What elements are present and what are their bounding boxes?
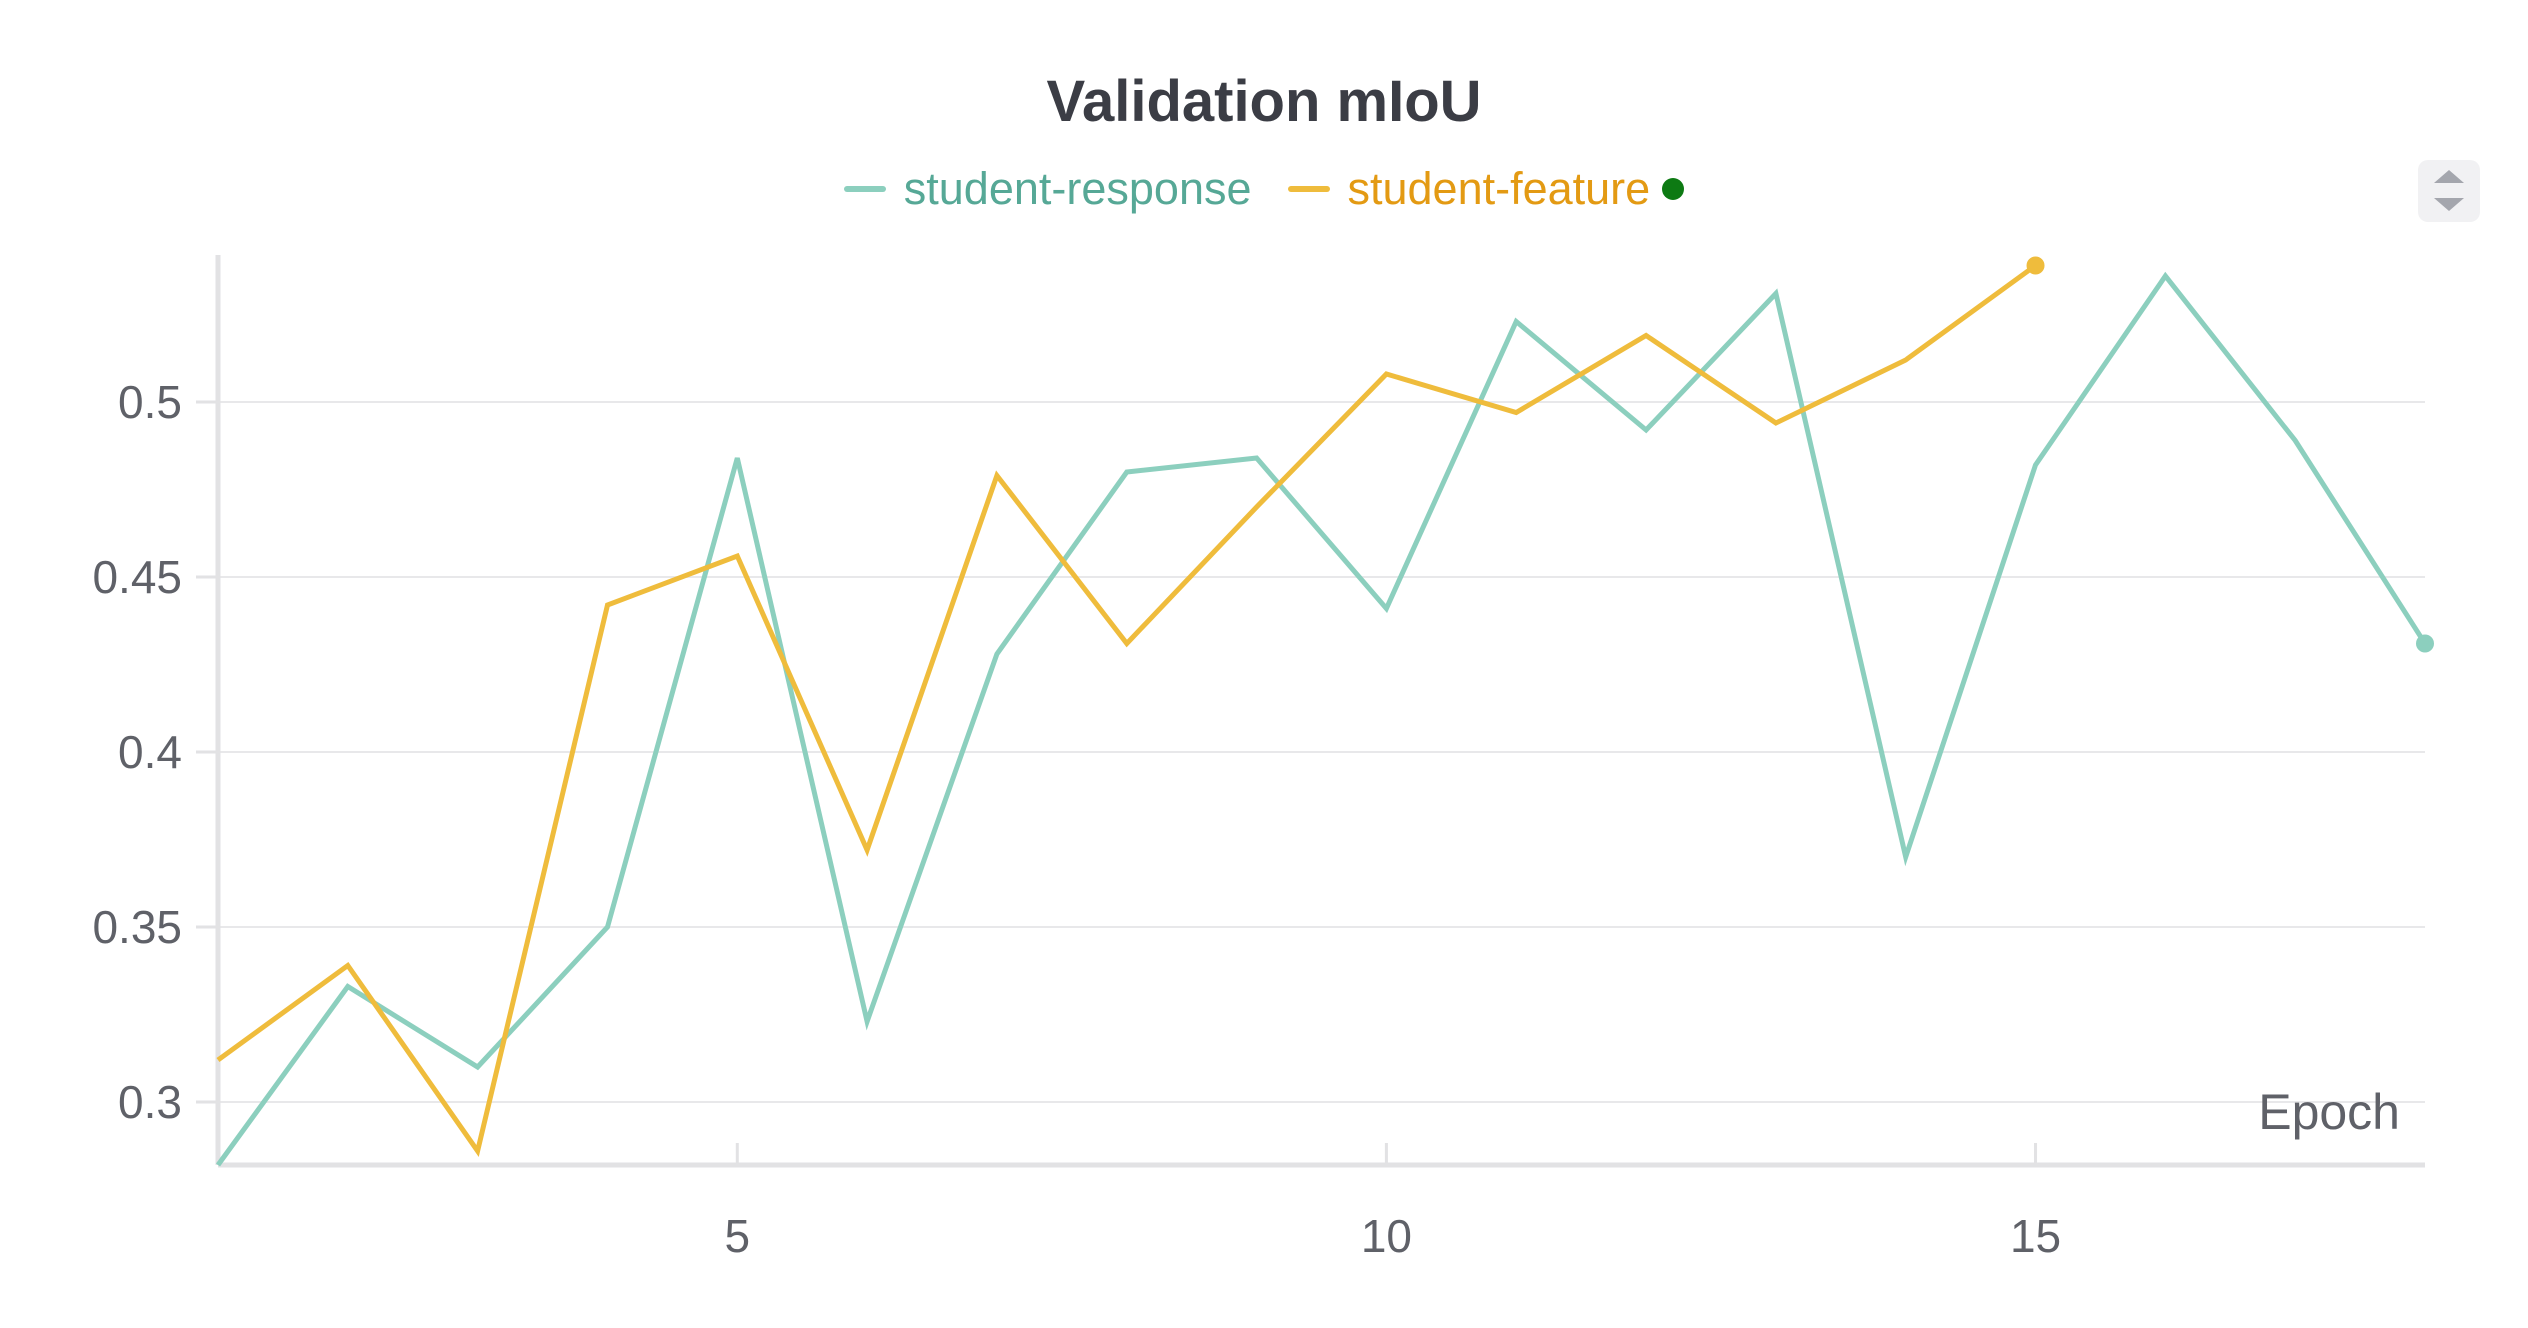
legend-item-student-feature[interactable]: student-feature [1287, 163, 1685, 215]
x-axis-label: Epoch [2258, 1084, 2400, 1140]
x-tick-label: 15 [2010, 1210, 2061, 1262]
y-tick-label: 0.45 [92, 551, 182, 603]
chart-title: Validation mIoU [1046, 69, 1482, 134]
series-endpoint-student-feature[interactable] [2026, 256, 2045, 275]
legend-label-student-response: student-response [903, 163, 1252, 214]
series-line-student-response[interactable] [215, 271, 2428, 1167]
legend-swatch-student-feature [1287, 186, 1330, 192]
sort-up-down-icon [2434, 170, 2464, 211]
x-tick-label: 10 [1361, 1210, 1412, 1262]
y-tick-label: 0.5 [118, 376, 182, 428]
series-endpoint-student-response[interactable] [2416, 634, 2434, 653]
sort-toggle-button[interactable] [2418, 160, 2480, 222]
legend-label-student-feature: student-feature [1347, 163, 1651, 214]
y-tick-label: 0.3 [118, 1076, 182, 1128]
x-tick-label: 5 [724, 1210, 750, 1262]
status-dot-icon [1662, 178, 1685, 200]
legend-item-student-response[interactable]: student-response [843, 163, 1252, 215]
series-line-student-feature[interactable] [216, 263, 2037, 1157]
chart-legend: student-response student-feature [0, 163, 2528, 215]
y-tick-label: 0.35 [92, 901, 182, 953]
legend-swatch-student-response [843, 186, 886, 192]
y-tick-label: 0.4 [118, 726, 182, 778]
